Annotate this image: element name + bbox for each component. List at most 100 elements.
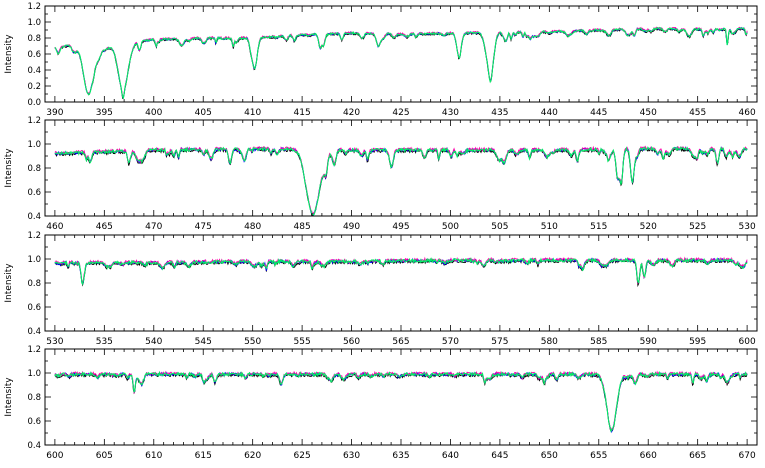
plot-frame: [44, 348, 758, 446]
y-axis-label: Intensity: [4, 377, 14, 417]
spectrum-series-4: [54, 257, 748, 286]
x-tick-label: 470: [145, 222, 162, 232]
y-tick-label: 1.0: [27, 18, 41, 28]
x-tick-label: 495: [392, 222, 409, 232]
plot-frame: [44, 119, 758, 217]
x-tick-label: 650: [541, 451, 558, 461]
spectrum-series-4: [54, 145, 748, 216]
spectrum-series-1: [54, 372, 748, 432]
x-tick-label: 600: [739, 337, 756, 347]
y-tick-label: 0.4: [27, 441, 41, 451]
x-tick-label: 475: [195, 222, 212, 232]
series-lines: [54, 370, 748, 434]
x-tick-label: 610: [145, 451, 162, 461]
x-tick-label: 670: [739, 451, 756, 461]
spectrum-series-3: [54, 256, 748, 285]
x-tick-label: 525: [689, 222, 706, 232]
y-tick-label: 0.6: [27, 188, 41, 198]
x-tick-label: 400: [145, 108, 162, 118]
series-lines: [54, 256, 748, 288]
x-tick-label: 645: [491, 451, 508, 461]
y-tick-label: 0.8: [27, 34, 41, 44]
x-tick-label: 510: [541, 222, 558, 232]
y-tick-label: 0.6: [27, 303, 41, 313]
x-tick-label: 605: [96, 451, 113, 461]
x-tick-label: 565: [392, 337, 409, 347]
series-lines: [54, 26, 748, 100]
x-tick-label: 545: [195, 337, 212, 347]
y-tick-label: 0.8: [27, 279, 41, 289]
x-tick-label: 530: [46, 337, 63, 347]
y-axis-label: Intensity: [4, 263, 14, 303]
y-tick-label: 0.6: [27, 417, 41, 427]
spectrum-series-1: [54, 28, 748, 100]
x-tick-label: 500: [442, 222, 459, 232]
x-tick-label: 655: [590, 451, 607, 461]
spectrum-series-3: [54, 26, 748, 100]
y-tick-label: 1.2: [27, 231, 41, 241]
x-tick-label: 415: [294, 108, 311, 118]
panel-1: 390 395 400 405 410 415 420 425 430 435 440 445 450 4…: [4, 2, 758, 118]
panel-2: 460 465 470 475 480 485 490 495 500 505 510 515 520 5…: [4, 116, 758, 232]
x-tick-label: 480: [244, 222, 261, 232]
x-tick-label: 570: [442, 337, 459, 347]
x-tick-label: 490: [343, 222, 360, 232]
x-tick-label: 555: [294, 337, 311, 347]
x-tick-label: 595: [689, 337, 706, 347]
x-tick-label: 515: [590, 222, 607, 232]
x-tick-label: 505: [491, 222, 508, 232]
x-tick-label: 660: [640, 451, 657, 461]
spectrum-series-2: [54, 371, 748, 434]
x-tick-label: 535: [96, 337, 113, 347]
x-tick-label: 465: [96, 222, 113, 232]
x-tick-label: 395: [96, 108, 113, 118]
x-tick-label: 635: [392, 451, 409, 461]
x-tick-label: 640: [442, 451, 459, 461]
series-lines: [54, 145, 748, 216]
x-tick-label: 665: [689, 451, 706, 461]
y-tick-label: 0.8: [27, 393, 41, 403]
x-tick-label: 460: [46, 222, 63, 232]
spectrum-series-3: [54, 145, 748, 216]
x-tick-label: 440: [541, 108, 558, 118]
x-tick-label: 630: [343, 451, 360, 461]
y-tick-label: 0.6: [27, 50, 41, 60]
plot-frame: [44, 234, 758, 332]
x-tick-label: 425: [392, 108, 409, 118]
x-tick-label: 530: [739, 222, 756, 232]
spectrum-series-1: [54, 147, 748, 216]
panel-4: 600 605 610 615 620 625 630 635 640 645 650 655 660 6…: [4, 345, 758, 461]
y-tick-label: 1.2: [27, 2, 41, 12]
x-tick-label: 460: [739, 108, 756, 118]
x-tick-label: 430: [442, 108, 459, 118]
y-tick-label: 0.2: [27, 82, 41, 92]
y-tick-label: 1.0: [27, 369, 41, 379]
spectrum-series-3: [54, 370, 748, 432]
x-tick-label: 540: [145, 337, 162, 347]
x-tick-label: 560: [343, 337, 360, 347]
x-tick-label: 620: [244, 451, 261, 461]
x-tick-label: 590: [640, 337, 657, 347]
x-tick-label: 410: [244, 108, 261, 118]
y-tick-label: 1.2: [27, 116, 41, 126]
x-tick-label: 615: [195, 451, 212, 461]
x-tick-label: 455: [689, 108, 706, 118]
x-tick-label: 575: [491, 337, 508, 347]
x-tick-label: 585: [590, 337, 607, 347]
x-tick-label: 445: [590, 108, 607, 118]
plot-frame: [44, 5, 758, 103]
x-tick-label: 550: [244, 337, 261, 347]
x-tick-label: 580: [541, 337, 558, 347]
y-tick-label: 0.4: [27, 66, 41, 76]
y-axis-label: Intensity: [4, 148, 14, 188]
spectrum-series-4: [54, 370, 748, 433]
x-tick-label: 485: [294, 222, 311, 232]
x-tick-label: 390: [46, 108, 63, 118]
x-tick-label: 600: [46, 451, 63, 461]
y-tick-label: 1.0: [27, 140, 41, 150]
y-tick-label: 1.2: [27, 345, 41, 355]
y-axis-label: Intensity: [4, 34, 14, 74]
y-tick-label: 0.4: [27, 327, 41, 337]
y-tick-label: 0.4: [27, 212, 41, 222]
